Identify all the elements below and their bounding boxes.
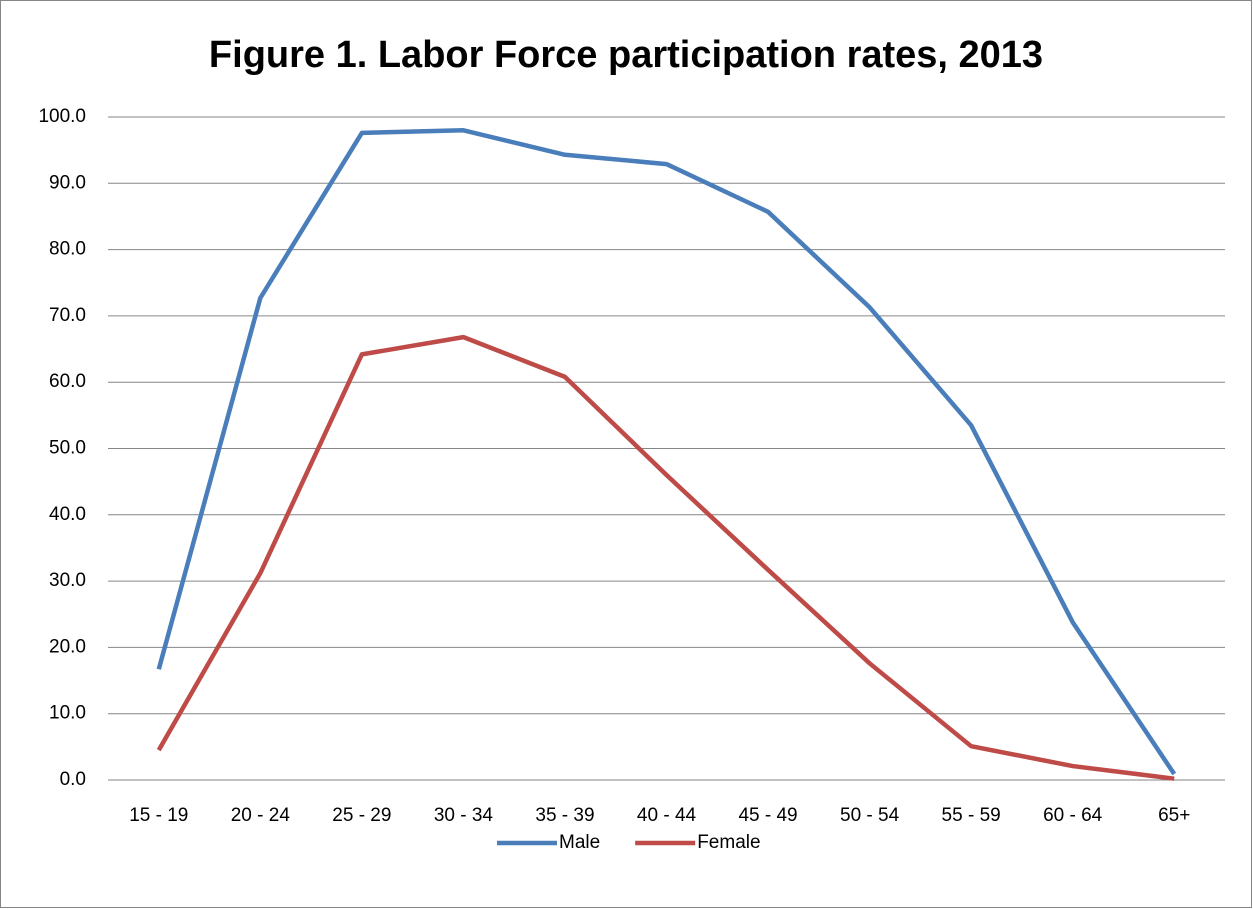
legend-label: Female xyxy=(697,832,760,853)
x-tick-label: 45 - 49 xyxy=(738,805,797,826)
x-tick-label: 65+ xyxy=(1158,805,1190,826)
y-tick-label: 80.0 xyxy=(49,239,86,260)
y-tick-label: 50.0 xyxy=(49,438,86,459)
series-line xyxy=(156,334,1175,781)
x-tick-label: 30 - 34 xyxy=(434,805,494,826)
y-tick-label: 70.0 xyxy=(49,305,86,326)
y-tick-label: 40.0 xyxy=(49,504,86,525)
y-tick-label: 0.0 xyxy=(60,769,86,790)
series-line xyxy=(156,128,1177,776)
x-tick-label: 60 - 64 xyxy=(1043,805,1103,826)
x-tick-label: 20 - 24 xyxy=(231,805,291,826)
x-tick-label: 35 - 39 xyxy=(535,805,594,826)
y-tick-label: 30.0 xyxy=(49,570,86,591)
x-tick-label: 25 - 29 xyxy=(332,805,391,826)
chart-title: Figure 1. Labor Force participation rate… xyxy=(209,34,1043,76)
y-tick-label: 60.0 xyxy=(49,371,86,392)
y-tick-label: 90.0 xyxy=(49,172,86,193)
legend-label: Male xyxy=(559,832,600,853)
x-tick-label: 40 - 44 xyxy=(637,805,697,826)
y-tick-label: 20.0 xyxy=(49,636,86,657)
x-tick-label: 50 - 54 xyxy=(840,805,900,826)
y-tick-label: 100.0 xyxy=(38,106,86,127)
x-tick-label: 55 - 59 xyxy=(942,805,1001,826)
x-tick-label: 15 - 19 xyxy=(129,805,188,826)
y-tick-label: 10.0 xyxy=(49,703,86,724)
